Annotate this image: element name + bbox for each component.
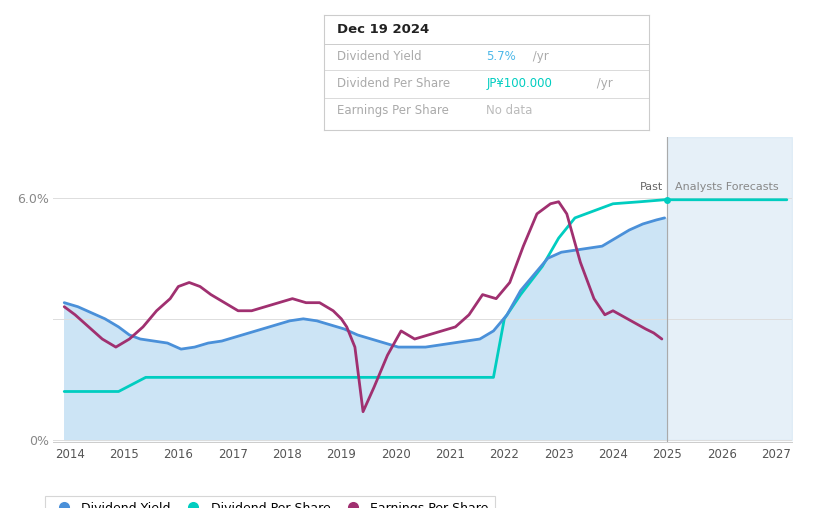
Text: JP¥100.000: JP¥100.000 (487, 77, 553, 90)
Text: Past: Past (640, 182, 663, 192)
Text: No data: No data (487, 105, 533, 117)
Text: Earnings Per Share: Earnings Per Share (337, 105, 449, 117)
Text: Dec 19 2024: Dec 19 2024 (337, 23, 429, 36)
Text: Analysts Forecasts: Analysts Forecasts (676, 182, 779, 192)
Text: 5.7%: 5.7% (487, 50, 516, 62)
Legend: Dividend Yield, Dividend Per Share, Earnings Per Share: Dividend Yield, Dividend Per Share, Earn… (45, 495, 495, 508)
Text: /yr: /yr (594, 77, 613, 90)
Text: /yr: /yr (529, 50, 548, 62)
Text: Dividend Yield: Dividend Yield (337, 50, 422, 62)
Text: Dividend Per Share: Dividend Per Share (337, 77, 451, 90)
